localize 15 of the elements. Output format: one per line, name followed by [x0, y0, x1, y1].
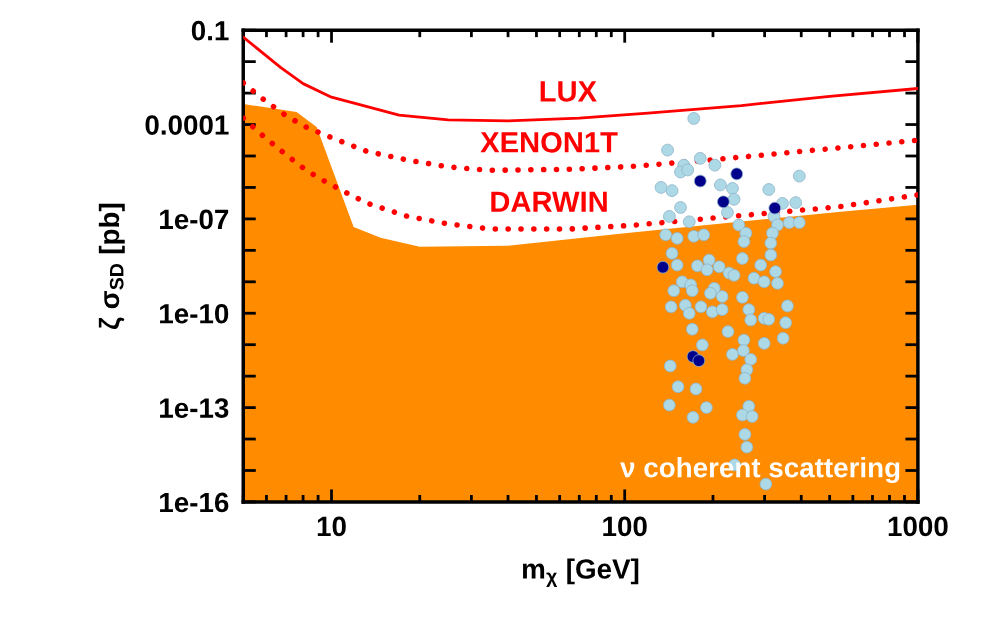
x-tick-label: 10	[317, 516, 346, 537]
y-tick-label: 0.1	[191, 20, 229, 41]
x-tick-label: 1000	[888, 516, 948, 537]
y-tick-label: 1e-16	[160, 492, 229, 513]
y-tick-label: 1e-13	[160, 398, 229, 418]
series-label: LUX	[540, 81, 597, 102]
y-tick-label: 1e-07	[160, 209, 229, 230]
series-label: XENON1T	[480, 131, 618, 153]
y-tick-label: 1e-10	[160, 303, 229, 324]
series-label: DARWIN	[491, 191, 607, 212]
x-tick-label: 100	[603, 516, 647, 537]
y-axis-title: ζ σ$_{SD}$ [pb]	[98, 203, 125, 330]
x-axis-title: m$_{χ}$ [GeV]	[522, 558, 639, 587]
annotation: ν coherent scattering	[620, 457, 900, 484]
y-tick-label: 0.0001	[145, 115, 229, 135]
